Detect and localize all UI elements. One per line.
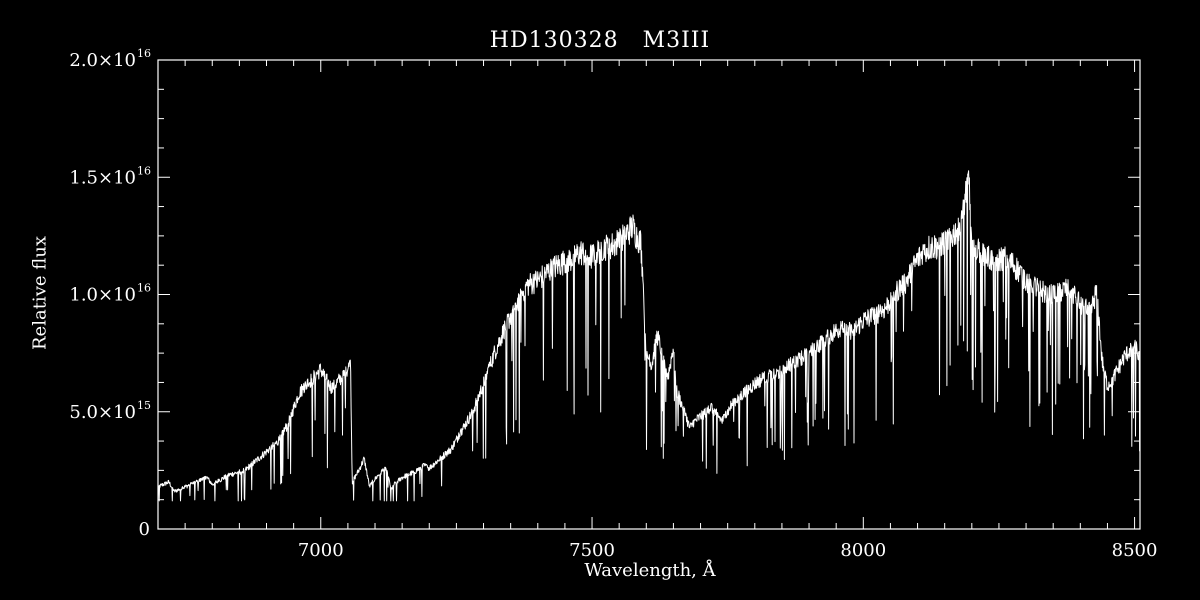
spectrum-line — [157, 170, 1141, 502]
chart-title: HD130328 M3III — [489, 28, 711, 53]
x-tick-label: 8500 — [1112, 540, 1158, 561]
x-tick-label: 7500 — [569, 540, 615, 561]
y-tick-label: 1.5×10 — [69, 167, 136, 188]
y-axis-label: Relative flux — [29, 236, 51, 350]
y-tick-label: 5.0×10 — [69, 402, 136, 423]
y-tick-exponent: 16 — [137, 282, 151, 295]
x-tick-label: 8000 — [840, 540, 886, 561]
x-axis-label: Wavelength, Å — [584, 560, 716, 581]
y-tick-exponent: 16 — [137, 164, 151, 177]
y-tick-label: 0 — [139, 519, 150, 540]
y-tick-label: 1.0×10 — [69, 285, 136, 306]
y-tick-label: 2.0×10 — [69, 50, 136, 71]
plot-frame — [157, 59, 1141, 530]
series-group — [157, 170, 1141, 502]
x-tick-label: 7000 — [298, 540, 344, 561]
axis-ticks — [158, 59, 1140, 530]
y-tick-exponent: 16 — [137, 47, 151, 60]
y-tick-exponent: 15 — [137, 399, 151, 412]
